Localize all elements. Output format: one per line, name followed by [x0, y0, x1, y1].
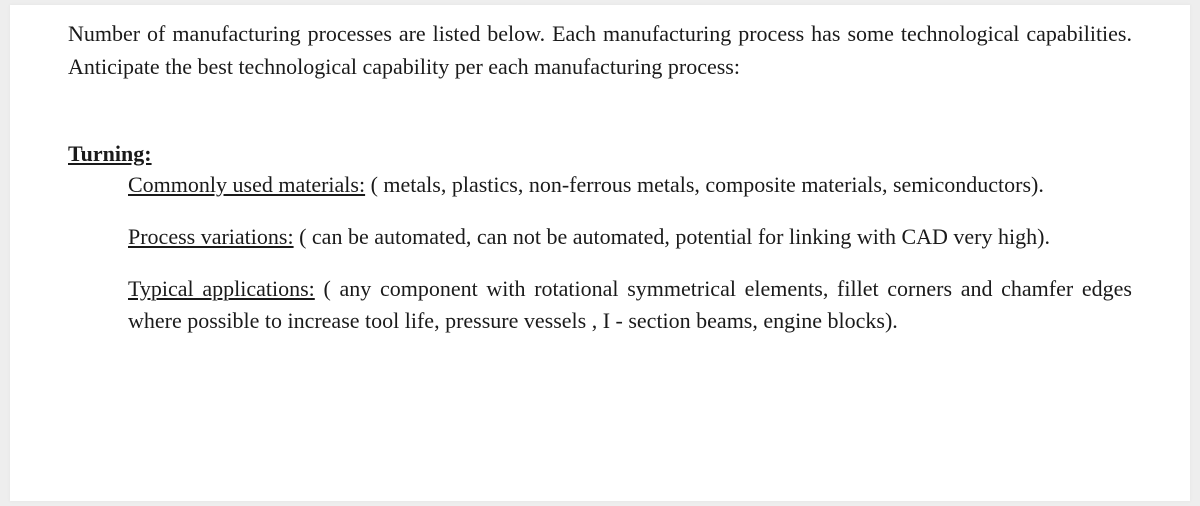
subsection-process-variations: Process variations: ( can be automated, … — [128, 221, 1132, 253]
subsection-text: ( metals, plastics, non-ferrous metals, … — [365, 172, 1044, 197]
subsection-materials: Commonly used materials: ( metals, plast… — [128, 169, 1132, 201]
section-heading-turning: Turning: — [68, 141, 1132, 167]
intro-paragraph: Number of manufacturing processes are li… — [68, 17, 1132, 83]
subsection-typical-applications: Typical applications: ( any component wi… — [128, 273, 1132, 337]
subsection-label: Process variations: — [128, 224, 294, 249]
document-page: Number of manufacturing processes are li… — [10, 5, 1190, 501]
subsection-text: ( can be automated, can not be automated… — [294, 224, 1050, 249]
subsection-label: Commonly used materials: — [128, 172, 365, 197]
subsection-label: Typical applications: — [128, 276, 315, 301]
